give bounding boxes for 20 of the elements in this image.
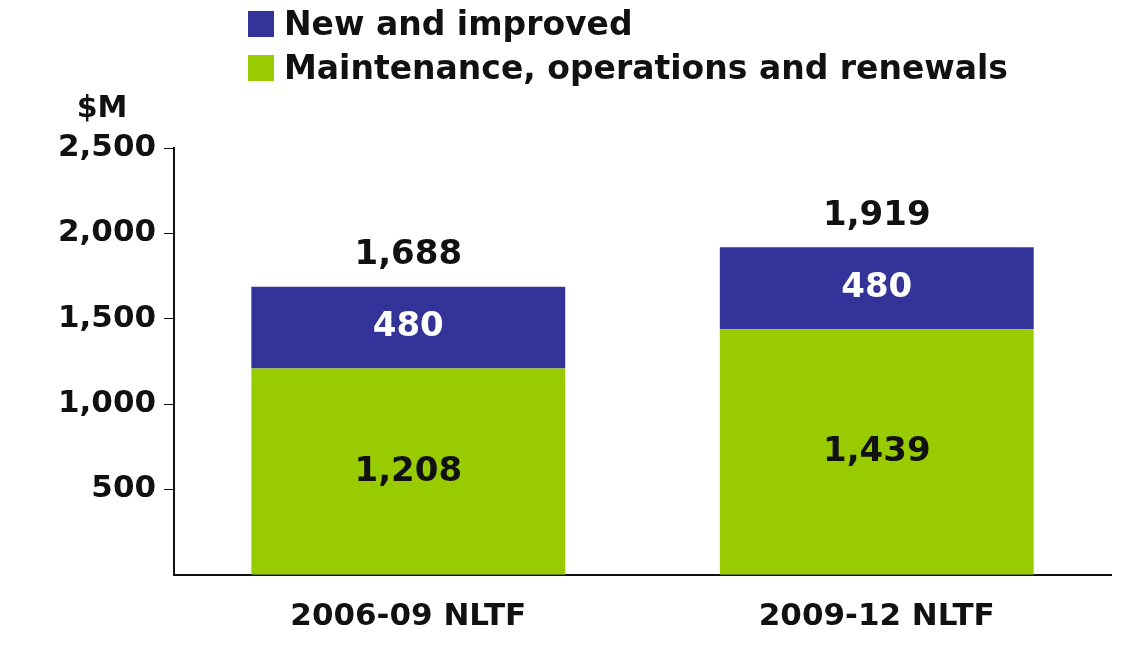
total-label: 1,919 [822, 193, 931, 234]
y-axis-title: $M [76, 88, 128, 124]
data-label: 480 [372, 304, 444, 345]
y-tick-label: 1,500 [57, 297, 157, 334]
total-label: 1,688 [354, 232, 463, 273]
bar [251, 286, 566, 369]
data-label: 1,208 [354, 448, 463, 489]
y-tick-label: 1,000 [57, 383, 157, 420]
bar [719, 329, 1034, 575]
y-tick-label: 2,000 [57, 212, 157, 249]
legend-label: New and improved [284, 3, 633, 45]
data-label: 480 [841, 264, 913, 305]
bar [251, 368, 566, 575]
y-tick-label: 500 [91, 468, 157, 505]
y-tick-label: 2,500 [57, 127, 157, 164]
x-tick-label: 2009-12 NLTF [758, 596, 995, 633]
legend-label: Maintenance, operations and renewals [284, 47, 1009, 89]
data-label: 1,439 [822, 428, 931, 469]
x-tick-label: 2006-09 NLTF [290, 596, 527, 633]
bar [719, 247, 1034, 330]
